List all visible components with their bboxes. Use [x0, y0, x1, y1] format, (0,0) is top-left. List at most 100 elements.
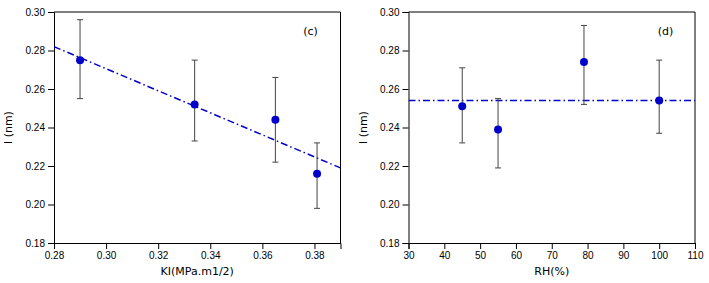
error-bar [272, 77, 278, 162]
x-tick-mark [623, 243, 624, 249]
x-tick: 50 [475, 243, 487, 261]
x-tick-label: 40 [439, 250, 451, 261]
plot-area [409, 25, 696, 167]
y-axis: 0.18 0.20 0.22 0.24 0.26 0.28 0.30 [26, 7, 55, 249]
y-tick: 0.30 [380, 7, 408, 18]
x-tick-mark [480, 243, 481, 249]
x-tick-label: 0.32 [149, 250, 169, 261]
panel: 0.280.300.320.340.360.380.180.200.220.24… [2, 7, 341, 278]
x-tick-label: 70 [547, 250, 559, 261]
y-tick-label: 0.26 [26, 84, 46, 95]
x-axis-line [409, 244, 696, 250]
y-tick: 0.22 [26, 161, 54, 172]
error-bar-cap [314, 142, 320, 143]
error-bar [459, 68, 465, 143]
x-tick-mark [588, 243, 589, 249]
frame [340, 12, 341, 243]
x-tick-mark [516, 243, 517, 249]
y-tick-mark [403, 166, 409, 167]
error-bar-cap [495, 167, 501, 168]
y-tick-label: 0.20 [26, 199, 46, 210]
y-tick: 0.26 [26, 84, 54, 95]
x-tick-mark [695, 243, 696, 249]
x-tick: 0.38 [305, 243, 325, 261]
x-tick: 0.32 [149, 243, 169, 261]
y-tick-label: 0.24 [26, 122, 46, 133]
error-bar-cap [192, 60, 198, 61]
error-bar-cap [77, 98, 83, 99]
y-tick: 0.20 [380, 199, 408, 210]
error-bar [314, 143, 320, 208]
error-bar-cap [581, 104, 587, 105]
y-tick-mark [48, 89, 54, 90]
x-tick: 80 [583, 243, 595, 261]
y-tick-mark [48, 128, 54, 129]
figure: 0.280.300.320.340.360.380.180.200.220.24… [0, 0, 709, 283]
y-tick: 0.18 [380, 238, 408, 249]
y-tick-mark [403, 243, 409, 244]
error-bar-cap [272, 162, 278, 163]
fit-line [409, 100, 696, 102]
x-tick: 0.28 [45, 243, 65, 261]
y-tick-mark [48, 166, 54, 167]
error-bar-cap [581, 25, 587, 26]
x-tick-mark [552, 243, 553, 249]
x-tick-label: 30 [403, 250, 415, 261]
error-bar [77, 20, 83, 99]
x-tick-label: 60 [511, 250, 523, 261]
x-tick: 60 [511, 243, 523, 261]
y-axis-line [403, 13, 410, 244]
error-bars [459, 25, 662, 167]
x-tick-mark [210, 243, 211, 249]
y-tick: 0.26 [380, 84, 408, 95]
point [313, 170, 321, 178]
error-bar-cap [272, 77, 278, 78]
y-tick-label: 0.30 [26, 7, 46, 18]
y-tick: 0.28 [380, 45, 408, 56]
y-tick-mark [48, 12, 54, 13]
error-bar [656, 60, 662, 133]
y-tick-label: 0.22 [26, 161, 46, 172]
x-tick: 110 [688, 243, 704, 261]
point [494, 125, 502, 133]
y-tick-mark [403, 205, 409, 206]
point [458, 102, 466, 110]
y-tick: 0.24 [380, 122, 408, 133]
error-bar-cap [459, 67, 465, 68]
error-bars [77, 20, 320, 209]
plot-area [54, 20, 341, 209]
y-axis-title: l (nm) [2, 111, 15, 144]
y-tick-mark [48, 205, 54, 206]
error-bar [495, 99, 501, 168]
y-tick-label: 0.28 [380, 45, 400, 56]
error-bar-cap [656, 60, 662, 61]
y-tick-label: 0.18 [380, 238, 400, 249]
y-axis: 0.18 0.20 0.22 0.24 0.26 0.28 0.30 [380, 7, 409, 249]
x-tick-mark [314, 243, 315, 249]
panel: 304050607080901001100.180.200.220.240.26… [357, 7, 704, 278]
x-tick: 0.30 [97, 243, 117, 261]
x-tick-label: 0.34 [201, 250, 221, 261]
error-bar-cap [656, 133, 662, 134]
error-bar-cap [495, 98, 501, 99]
y-tick: 0.20 [26, 199, 54, 210]
error-bar-cap [77, 19, 83, 20]
y-tick-label: 0.28 [26, 45, 46, 56]
y-tick: 0.22 [380, 161, 408, 172]
x-tick-mark [158, 243, 159, 249]
y-tick-label: 0.22 [380, 161, 400, 172]
y-tick: 0.28 [26, 45, 54, 56]
x-tick-mark [444, 243, 445, 249]
y-tick-label: 0.24 [380, 122, 400, 133]
x-axis-title: RH(%) [534, 265, 569, 278]
x-axis: 0.280.300.320.340.360.38 [45, 243, 341, 261]
point [655, 97, 663, 105]
y-tick: 0.24 [26, 122, 54, 133]
point [191, 100, 199, 108]
y-tick-mark [48, 51, 54, 52]
x-tick-mark [659, 243, 660, 249]
x-axis-title: KI(MPa.m1/2) [161, 265, 234, 278]
x-tick-mark [106, 243, 107, 249]
y-tick-label: 0.18 [26, 238, 46, 249]
y-tick: 0.18 [26, 238, 54, 249]
